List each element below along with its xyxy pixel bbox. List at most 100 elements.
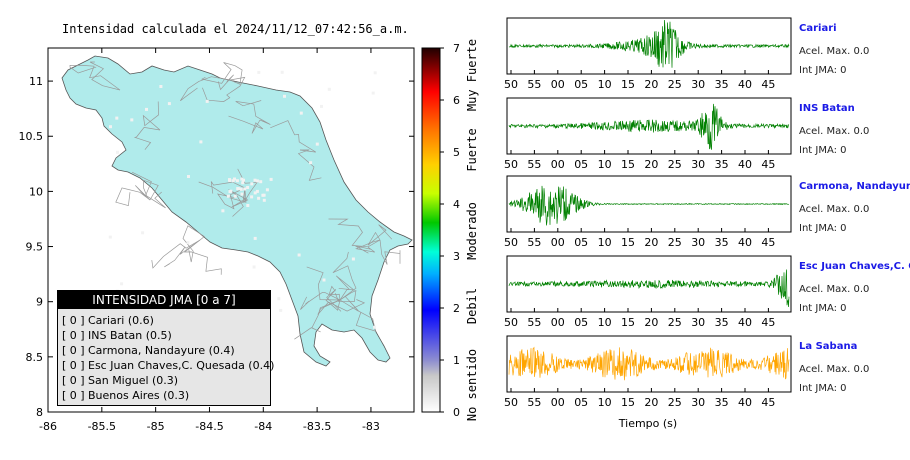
costa-rica-land [61, 55, 413, 367]
seismogram-tick-label: 35 [715, 236, 729, 249]
station-dot [373, 325, 377, 329]
y-tick-label: 10.5 [19, 130, 44, 143]
seismogram-tick-label: 45 [761, 236, 775, 249]
seismogram-tick-label: 50 [504, 396, 518, 409]
legend-level: [ 0 ] [62, 344, 85, 357]
road-line [180, 76, 231, 102]
seismogram-tick-label: 20 [644, 78, 658, 91]
legend-row: [ 0 ] Esc Juan Chaves,C. Quesada (0.4) [62, 358, 274, 373]
y-tick-label: 8 [36, 406, 43, 419]
seismogram-tick-label: 15 [621, 236, 635, 249]
legend-row: [ 0 ] Buenos Aires (0.3) [62, 388, 270, 403]
station-dot [257, 70, 261, 74]
seismogram-tick-label: 20 [644, 158, 658, 171]
station-dot [262, 198, 266, 202]
station-dot [186, 241, 190, 245]
seismogram-tick-label: 45 [761, 158, 775, 171]
station-dot [255, 179, 259, 183]
station-dot [262, 193, 266, 197]
station-dot [240, 192, 244, 196]
seismogram-tick-label: 05 [574, 158, 588, 171]
station-dot [242, 178, 245, 182]
station-dot [241, 181, 245, 185]
colorbar-category-label: No sentido [465, 349, 479, 421]
road-line [217, 74, 234, 91]
seismogram-tick-label: 40 [738, 158, 752, 171]
station-dot [269, 177, 273, 181]
seismogram-tick-label: 30 [691, 236, 705, 249]
road-line [217, 187, 246, 210]
road-line [235, 100, 271, 125]
road-line [328, 218, 381, 248]
seismogram-tick-label: 30 [691, 78, 705, 91]
station-dot [226, 194, 230, 198]
x-tick-label: -86 [39, 420, 57, 433]
seismogram-tick-label: 10 [598, 78, 612, 91]
map-y-axis: 11 10.5 10 9.5 9 8.5 8 [19, 75, 414, 419]
seismogram-panels: 50 55 00 05 10 15 20 25 30 35 40 45 Cariari Acel. Max… [504, 17, 910, 409]
seismogram-tick-label: 05 [574, 396, 588, 409]
legend-row: [ 0 ] Carmona, Nandayure (0.4) [62, 343, 270, 358]
seismogram-panel: 50 55 00 05 10 15 20 25 30 35 40 45 INS Batan Acel. M… [504, 97, 869, 171]
seismogram-tick-label: 05 [574, 236, 588, 249]
station-dot [141, 231, 145, 235]
legend-level: [ 0 ] [62, 359, 85, 372]
road-line [182, 225, 205, 263]
station-dot [246, 204, 250, 207]
seismogram-tick-label: 50 [504, 78, 518, 91]
station-dot [221, 209, 225, 213]
station-name: Carmona, Nandayure [799, 181, 910, 192]
station-dot [277, 297, 281, 301]
seismogram-tick-label: 15 [621, 78, 635, 91]
colorbar-tick-label: 1 [453, 354, 460, 367]
seismogram-trace [508, 346, 790, 381]
y-tick-label: 9.5 [26, 241, 44, 254]
seismogram-tick-label: 55 [527, 236, 541, 249]
intensity-legend: INTENSIDAD JMA [0 a 7] [ 0 ] Cariari (0.6… [57, 290, 274, 406]
station-dot [205, 99, 209, 103]
station-dot [240, 177, 244, 181]
x-tick-label: -84.5 [195, 420, 223, 433]
x-tick-label: -83.5 [303, 420, 331, 433]
colorbar-tick-label: 7 [453, 42, 460, 55]
road-line [306, 266, 341, 301]
station-dot [239, 187, 243, 191]
station-dot [109, 125, 112, 129]
seismogram-tick-label: 10 [598, 158, 612, 171]
station-dot [373, 71, 377, 75]
legend-station-name: San Miguel (0.3) [88, 374, 179, 387]
station-dot [235, 179, 239, 183]
colorbar-tick-label: 6 [453, 94, 460, 107]
station-int-jma: Int JMA: 0 [799, 223, 847, 234]
station-name: Esc Juan Chaves,C. Qu [799, 261, 910, 272]
seismogram-tick-label: 25 [668, 316, 682, 329]
station-dot [265, 188, 269, 192]
colorbar-tick-label: 3 [453, 250, 460, 263]
seismogram-tick-label: 30 [691, 158, 705, 171]
colorbar-ticks: 0 1 2 3 4 5 6 7 [440, 42, 460, 419]
seismogram-tick-label: 50 [504, 158, 518, 171]
colorbar-category-label: Fuerte [465, 128, 479, 171]
seismogram-tick-label: 00 [551, 316, 565, 329]
seismogram-tick-label: 55 [527, 158, 541, 171]
road-line [151, 239, 201, 269]
seismogram-tick-label: 15 [621, 316, 635, 329]
road-line [164, 239, 201, 268]
station-dot [199, 140, 203, 144]
road-line [202, 76, 246, 102]
station-name: La Sabana [799, 341, 857, 352]
station-name: INS Batan [799, 103, 855, 114]
y-tick-label: 10 [29, 185, 43, 198]
seismogram-tick-label: 35 [715, 78, 729, 91]
seismogram-tick-label: 35 [715, 158, 729, 171]
station-dot [236, 187, 240, 191]
road-line [334, 290, 357, 302]
station-dot [351, 257, 355, 261]
seismogram-tick-label: 55 [527, 396, 541, 409]
colorbar-tick-label: 2 [453, 302, 460, 315]
seismogram-trace [508, 19, 790, 68]
map-title: Intensidad calculada el 2024/11/12_07:42… [62, 22, 409, 36]
colorbar-category-label: Moderado [465, 202, 479, 260]
legend-level: [ 0 ] [62, 374, 85, 387]
